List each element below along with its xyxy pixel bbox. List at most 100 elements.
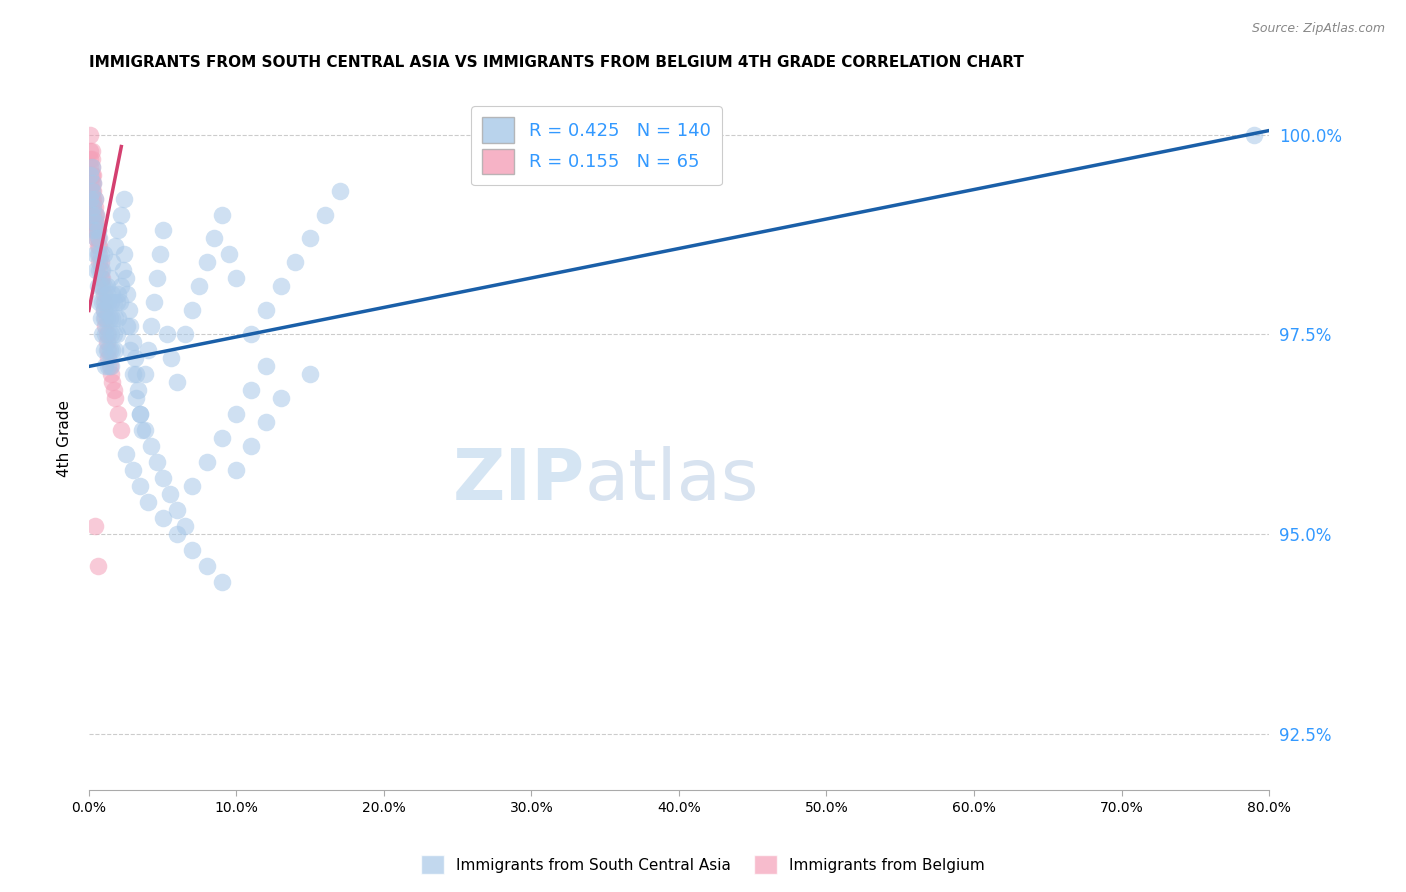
Point bbox=[91, 271, 114, 285]
Point bbox=[96, 335, 118, 350]
Point bbox=[94, 359, 117, 374]
Point bbox=[270, 392, 292, 406]
Point bbox=[83, 192, 105, 206]
Point bbox=[101, 311, 124, 326]
Point bbox=[188, 279, 211, 293]
Point bbox=[225, 271, 247, 285]
Point bbox=[166, 376, 188, 390]
Point bbox=[89, 247, 111, 261]
Point bbox=[152, 223, 174, 237]
Point bbox=[156, 327, 179, 342]
Point bbox=[98, 311, 121, 326]
Y-axis label: 4th Grade: 4th Grade bbox=[58, 400, 72, 477]
Point bbox=[79, 168, 101, 182]
Point bbox=[82, 168, 104, 182]
Point bbox=[97, 295, 120, 310]
Point bbox=[93, 311, 115, 326]
Point bbox=[83, 215, 105, 229]
Point bbox=[101, 376, 124, 390]
Point bbox=[115, 287, 138, 301]
Point bbox=[86, 231, 108, 245]
Point bbox=[211, 575, 233, 590]
Point bbox=[107, 223, 129, 237]
Point bbox=[98, 343, 121, 358]
Point bbox=[218, 247, 240, 261]
Point bbox=[83, 207, 105, 221]
Point bbox=[112, 192, 135, 206]
Point bbox=[80, 152, 103, 166]
Point bbox=[89, 263, 111, 277]
Point bbox=[131, 423, 153, 437]
Point bbox=[225, 408, 247, 422]
Point bbox=[79, 200, 101, 214]
Point bbox=[94, 311, 117, 326]
Point bbox=[284, 255, 307, 269]
Point bbox=[98, 271, 121, 285]
Point bbox=[79, 160, 101, 174]
Point bbox=[107, 408, 129, 422]
Point bbox=[90, 255, 112, 269]
Point bbox=[94, 319, 117, 334]
Point bbox=[329, 184, 352, 198]
Point bbox=[80, 160, 103, 174]
Point bbox=[86, 223, 108, 237]
Point bbox=[104, 311, 127, 326]
Point bbox=[86, 559, 108, 574]
Point bbox=[82, 184, 104, 198]
Text: Source: ZipAtlas.com: Source: ZipAtlas.com bbox=[1251, 22, 1385, 36]
Point bbox=[91, 327, 114, 342]
Point bbox=[129, 408, 152, 422]
Point bbox=[314, 207, 336, 221]
Point bbox=[79, 144, 101, 158]
Point bbox=[108, 295, 131, 310]
Point bbox=[181, 303, 204, 318]
Point bbox=[103, 295, 125, 310]
Point bbox=[82, 215, 104, 229]
Point bbox=[115, 319, 138, 334]
Point bbox=[152, 471, 174, 485]
Point bbox=[84, 231, 107, 245]
Point bbox=[82, 200, 104, 214]
Point bbox=[96, 343, 118, 358]
Point bbox=[84, 231, 107, 245]
Point bbox=[93, 247, 115, 261]
Point bbox=[136, 495, 159, 509]
Point bbox=[93, 279, 115, 293]
Point bbox=[89, 295, 111, 310]
Point bbox=[80, 207, 103, 221]
Point bbox=[120, 343, 142, 358]
Point bbox=[86, 279, 108, 293]
Point bbox=[100, 295, 122, 310]
Point bbox=[86, 239, 108, 253]
Point bbox=[96, 327, 118, 342]
Point bbox=[134, 368, 156, 382]
Point bbox=[124, 351, 146, 366]
Point bbox=[93, 287, 115, 301]
Point bbox=[101, 255, 124, 269]
Point bbox=[80, 215, 103, 229]
Point bbox=[91, 279, 114, 293]
Point bbox=[83, 519, 105, 533]
Point bbox=[104, 239, 127, 253]
Point bbox=[105, 327, 128, 342]
Point bbox=[79, 168, 101, 182]
Point bbox=[97, 327, 120, 342]
Text: atlas: atlas bbox=[585, 446, 759, 515]
Point bbox=[91, 295, 114, 310]
Point bbox=[173, 327, 195, 342]
Point bbox=[134, 423, 156, 437]
Point bbox=[82, 176, 104, 190]
Point bbox=[122, 463, 145, 477]
Point bbox=[90, 279, 112, 293]
Point bbox=[90, 247, 112, 261]
Point bbox=[94, 327, 117, 342]
Point bbox=[142, 295, 165, 310]
Point bbox=[80, 200, 103, 214]
Point bbox=[112, 247, 135, 261]
Point bbox=[79, 207, 101, 221]
Point bbox=[114, 447, 136, 461]
Point bbox=[101, 287, 124, 301]
Point bbox=[80, 192, 103, 206]
Point bbox=[101, 343, 124, 358]
Point bbox=[160, 351, 183, 366]
